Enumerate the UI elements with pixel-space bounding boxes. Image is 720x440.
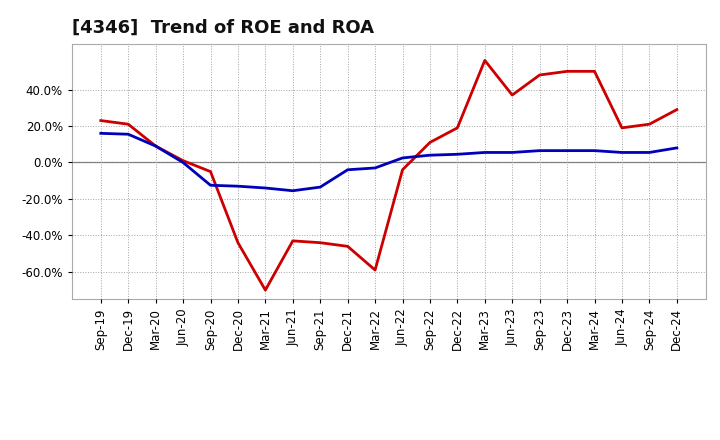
ROA xyxy=(261,185,270,191)
ROA xyxy=(453,152,462,157)
ROE xyxy=(563,69,572,74)
ROA xyxy=(124,132,132,137)
ROE xyxy=(289,238,297,243)
ROA xyxy=(480,150,489,155)
ROA xyxy=(645,150,654,155)
ROE xyxy=(672,107,681,112)
ROA xyxy=(536,148,544,153)
ROE xyxy=(618,125,626,131)
ROE xyxy=(316,240,325,246)
Text: [4346]  Trend of ROE and ROA: [4346] Trend of ROE and ROA xyxy=(72,19,374,37)
ROE xyxy=(453,125,462,131)
ROE xyxy=(233,240,242,246)
ROE xyxy=(426,140,434,145)
ROE xyxy=(480,58,489,63)
ROE xyxy=(398,167,407,172)
ROA xyxy=(426,153,434,158)
ROE xyxy=(645,121,654,127)
ROA xyxy=(343,167,352,172)
ROE xyxy=(590,69,599,74)
ROA xyxy=(96,131,105,136)
ROA xyxy=(151,143,160,149)
ROA xyxy=(590,148,599,153)
Line: ROA: ROA xyxy=(101,133,677,191)
ROA xyxy=(316,184,325,190)
ROA xyxy=(289,188,297,194)
ROE xyxy=(96,118,105,123)
ROE xyxy=(124,121,132,127)
ROA xyxy=(233,183,242,189)
ROA xyxy=(398,155,407,161)
ROA xyxy=(371,165,379,171)
ROE xyxy=(371,268,379,273)
ROA xyxy=(179,160,187,165)
ROE xyxy=(151,143,160,149)
ROE xyxy=(343,244,352,249)
ROE xyxy=(206,169,215,174)
ROE xyxy=(261,287,270,293)
Legend: ROE, ROA: ROE, ROA xyxy=(297,439,480,440)
ROA xyxy=(508,150,516,155)
ROE xyxy=(536,72,544,77)
ROA xyxy=(563,148,572,153)
Line: ROE: ROE xyxy=(101,60,677,290)
ROE xyxy=(179,158,187,163)
ROE xyxy=(508,92,516,98)
ROA xyxy=(672,145,681,150)
ROA xyxy=(618,150,626,155)
ROA xyxy=(206,183,215,188)
